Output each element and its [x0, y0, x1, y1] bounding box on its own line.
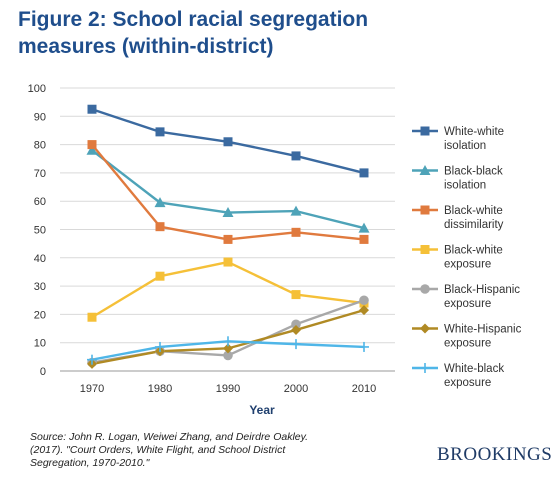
data-point [290, 205, 302, 216]
data-point [86, 144, 98, 155]
legend-swatch-marker [420, 126, 430, 136]
data-point [222, 207, 234, 218]
legend-swatch-marker [419, 165, 431, 175]
y-axis-ticks: 0 10 20 30 40 50 60 70 80 90 100 [28, 83, 46, 378]
data-point [358, 222, 370, 233]
legend-item: Black-white dissimilarity [412, 205, 504, 231]
legend-label: exposure [444, 338, 491, 350]
data-point [291, 319, 301, 330]
source-note: Source: John R. Logan, Weiwei Zhang, and… [30, 431, 400, 470]
legend-label: dissimilarity [444, 219, 504, 231]
legend-swatch-marker [420, 323, 430, 334]
data-point [359, 341, 369, 352]
chart-title: Figure 2: School racial segregation meas… [18, 6, 538, 60]
legend-label: Black-white [444, 205, 503, 217]
legend-label: White-black [444, 363, 504, 375]
legend-item: Black-black isolation [412, 165, 503, 192]
series-line [91, 143, 365, 241]
data-point [155, 222, 165, 232]
x-tick-label: 1990 [216, 383, 240, 395]
y-tick-label: 100 [28, 83, 46, 95]
y-tick-label: 30 [34, 281, 46, 293]
x-tick-label: 2000 [284, 383, 308, 395]
y-tick-label: 70 [34, 168, 46, 180]
data-point [87, 104, 97, 114]
data-point [87, 354, 97, 365]
x-tick-label: 2010 [352, 383, 376, 395]
legend-label: isolation [444, 140, 486, 152]
legend-item: White-black exposure [412, 363, 504, 389]
source-line-1: Source: John R. Logan, Weiwei Zhang, and… [30, 431, 309, 443]
data-point [291, 151, 301, 161]
x-axis-ticks: 1970 1980 1990 2000 2010 [80, 383, 376, 395]
x-tick-label: 1980 [148, 383, 172, 395]
line-chart: 0 10 20 30 40 50 60 70 80 90 100 1970 1980 1990 2000 2… [28, 83, 522, 417]
y-tick-label: 20 [34, 309, 46, 321]
legend-swatch-marker [420, 205, 430, 215]
y-tick-label: 10 [34, 338, 46, 350]
data-point [291, 290, 301, 300]
legend-label: Black-Hispanic [444, 284, 520, 296]
data-point [155, 341, 165, 352]
series-line [91, 260, 365, 319]
data-point [223, 234, 233, 244]
data-point [359, 234, 369, 244]
legend-item: Black-white exposure [412, 245, 503, 271]
data-point [155, 271, 165, 281]
data-point [87, 312, 97, 322]
data-point [223, 350, 233, 361]
data-point [359, 295, 369, 306]
data-point [223, 336, 233, 347]
x-tick-label: 1970 [80, 383, 104, 395]
x-axis-label: Year [249, 403, 275, 417]
data-point [87, 140, 97, 150]
data-point [155, 127, 165, 137]
legend-label: Black-black [444, 166, 503, 178]
legend-swatch-marker [420, 245, 430, 254]
y-tick-label: 80 [34, 140, 46, 152]
legend-item: White-Hispanic exposure [412, 323, 522, 350]
legend-swatch-marker [420, 284, 430, 294]
legend-swatch-marker [420, 363, 430, 373]
chart-title-line-1: Figure 2: School racial segregation [18, 8, 369, 31]
data-point [291, 339, 301, 350]
y-tick-label: 0 [40, 366, 46, 378]
legend-label: White-white [444, 126, 504, 138]
y-tick-label: 60 [34, 196, 46, 208]
gridlines [60, 87, 395, 372]
y-tick-label: 40 [34, 253, 46, 265]
data-point [291, 324, 301, 335]
chart-title-line-2: measures (within-district) [18, 35, 274, 58]
source-line-2: (2017). "Court Orders, White Flight, and… [30, 444, 286, 456]
data-point [223, 343, 233, 354]
data-point [359, 168, 369, 178]
legend-label: isolation [444, 180, 486, 192]
legend-item: Black-Hispanic exposure [412, 284, 520, 310]
data-point [154, 197, 166, 208]
legend-label: exposure [444, 377, 491, 389]
source-line-3: Segregation, 1970-2010." [30, 457, 150, 469]
data-point [223, 257, 233, 267]
series-markers [86, 104, 370, 369]
data-point [223, 137, 233, 147]
legend-label: exposure [444, 259, 491, 271]
legend: White-white isolation Black-black isolation… [412, 126, 522, 389]
data-point [291, 227, 301, 237]
y-tick-label: 50 [34, 225, 46, 237]
legend-label: Black-white [444, 245, 503, 257]
brookings-logo: BROOKINGS [437, 444, 553, 465]
legend-label: White-Hispanic [444, 324, 522, 336]
legend-item: White-white isolation [412, 126, 504, 152]
data-point [359, 305, 369, 316]
legend-label: exposure [444, 298, 491, 310]
y-tick-label: 90 [34, 111, 46, 123]
